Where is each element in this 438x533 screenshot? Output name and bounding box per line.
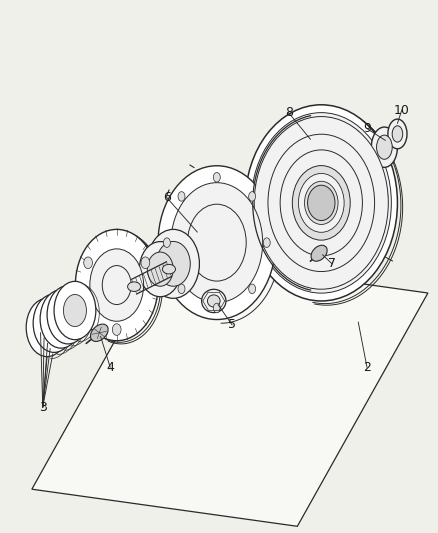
Text: 10: 10 [394, 103, 410, 117]
Ellipse shape [255, 204, 263, 216]
Ellipse shape [147, 252, 173, 286]
Text: 2: 2 [363, 361, 371, 374]
Ellipse shape [127, 282, 141, 292]
Ellipse shape [308, 277, 317, 288]
Ellipse shape [371, 127, 397, 167]
Ellipse shape [351, 130, 360, 142]
Ellipse shape [162, 264, 176, 274]
Ellipse shape [208, 295, 220, 307]
Polygon shape [32, 256, 428, 526]
Ellipse shape [171, 183, 263, 303]
Ellipse shape [263, 238, 270, 247]
Ellipse shape [249, 192, 256, 201]
Ellipse shape [304, 181, 338, 224]
Ellipse shape [392, 126, 403, 142]
Ellipse shape [304, 181, 338, 224]
Ellipse shape [147, 229, 199, 298]
Ellipse shape [84, 257, 92, 269]
Ellipse shape [283, 264, 291, 276]
Ellipse shape [298, 173, 344, 232]
Ellipse shape [64, 294, 86, 327]
Ellipse shape [33, 294, 75, 352]
Ellipse shape [158, 166, 276, 319]
Text: 4: 4 [106, 361, 114, 374]
Text: 9: 9 [363, 122, 371, 135]
Ellipse shape [298, 120, 307, 132]
Ellipse shape [113, 324, 121, 335]
Ellipse shape [54, 281, 96, 340]
Ellipse shape [311, 245, 327, 261]
Ellipse shape [312, 191, 330, 215]
Ellipse shape [213, 173, 220, 182]
Ellipse shape [42, 307, 66, 340]
Text: 7: 7 [328, 257, 336, 270]
Ellipse shape [360, 255, 369, 267]
Ellipse shape [258, 168, 267, 180]
Text: 6: 6 [163, 191, 171, 204]
Ellipse shape [274, 139, 283, 150]
Ellipse shape [388, 119, 407, 149]
Ellipse shape [254, 117, 389, 289]
Ellipse shape [325, 117, 334, 129]
Ellipse shape [178, 192, 185, 201]
Ellipse shape [139, 241, 181, 297]
Ellipse shape [245, 105, 397, 301]
Ellipse shape [213, 303, 220, 313]
Ellipse shape [163, 238, 170, 247]
Ellipse shape [178, 284, 185, 294]
Ellipse shape [268, 134, 374, 271]
Ellipse shape [102, 265, 131, 304]
Ellipse shape [49, 303, 73, 335]
Ellipse shape [156, 241, 190, 286]
Ellipse shape [280, 150, 362, 256]
Ellipse shape [251, 112, 391, 293]
Ellipse shape [307, 185, 335, 221]
Ellipse shape [375, 225, 384, 237]
Ellipse shape [35, 311, 59, 343]
Ellipse shape [57, 298, 79, 331]
Ellipse shape [377, 135, 392, 159]
Ellipse shape [26, 298, 68, 357]
Ellipse shape [336, 273, 345, 285]
Ellipse shape [379, 190, 388, 201]
Ellipse shape [90, 249, 144, 321]
Ellipse shape [371, 156, 379, 167]
Text: 3: 3 [39, 400, 47, 414]
Ellipse shape [249, 284, 256, 294]
Ellipse shape [75, 229, 158, 341]
Text: 8: 8 [285, 106, 293, 119]
Ellipse shape [187, 204, 246, 281]
Ellipse shape [292, 166, 350, 240]
Ellipse shape [263, 238, 272, 250]
Ellipse shape [91, 324, 108, 342]
Text: 5: 5 [228, 318, 236, 332]
Ellipse shape [141, 257, 150, 269]
Ellipse shape [40, 290, 82, 348]
Ellipse shape [201, 289, 226, 313]
Ellipse shape [311, 189, 332, 216]
Ellipse shape [47, 286, 89, 344]
